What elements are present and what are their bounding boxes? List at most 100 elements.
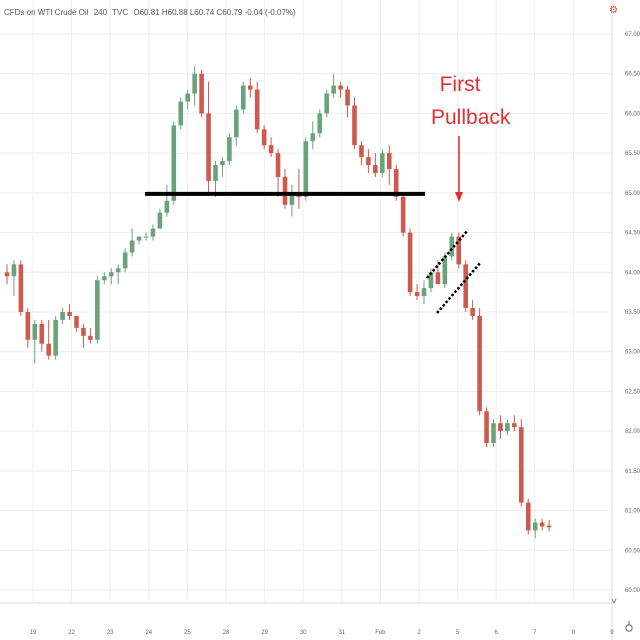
candle <box>53 315 58 360</box>
candle-body <box>220 161 225 166</box>
time-tick-label: 24 <box>145 630 152 636</box>
candle-body <box>289 192 295 205</box>
time-tick-label: 6 <box>495 630 499 636</box>
candle-body <box>227 137 232 162</box>
candle <box>254 81 260 134</box>
candle-body <box>206 113 211 181</box>
candle-body <box>359 145 364 158</box>
candle-body <box>519 427 524 503</box>
candle <box>498 415 503 440</box>
price-tick-label: 66.00 <box>625 111 640 117</box>
candle-body <box>442 256 448 285</box>
grid-lines <box>0 0 613 603</box>
candle <box>324 89 329 118</box>
candle-body <box>470 308 475 316</box>
time-tick-label: 23 <box>107 630 114 636</box>
candle <box>192 65 197 106</box>
candle-body <box>338 85 343 90</box>
candle <box>108 268 114 285</box>
candle <box>373 153 378 177</box>
interval-label[interactable]: 240 <box>93 8 108 17</box>
candle-body <box>171 125 177 201</box>
candle-body <box>18 264 24 312</box>
candle-body <box>525 502 531 531</box>
candle-body <box>199 73 204 114</box>
candle-body <box>275 153 281 177</box>
candle-body <box>491 423 496 444</box>
candle <box>136 236 142 245</box>
candle <box>11 260 17 297</box>
candle <box>477 308 482 416</box>
candle <box>4 264 10 285</box>
symbol-name[interactable]: CFDs on WTI Crude Oil <box>4 8 89 17</box>
candle-body <box>498 423 503 432</box>
candle <box>539 518 545 531</box>
price-tick-label: 60.00 <box>625 588 640 594</box>
candle-body <box>303 141 309 197</box>
price-tick-label: 61.00 <box>625 509 640 515</box>
pullback-channel[interactable] <box>426 229 482 314</box>
candle-body <box>449 236 455 257</box>
candle-body <box>393 169 399 197</box>
annotation-arrow <box>455 136 463 202</box>
candle <box>414 284 420 301</box>
candle <box>213 161 218 197</box>
candle-body <box>512 423 517 428</box>
candle <box>164 184 170 217</box>
candle <box>178 97 184 130</box>
candle <box>331 73 336 98</box>
candle-body <box>53 319 58 356</box>
candle-body <box>241 85 246 110</box>
candle <box>519 419 524 507</box>
candle-body <box>213 165 218 181</box>
candle-body <box>435 272 441 285</box>
channel-upper-line <box>426 229 469 279</box>
time-tick-label: 19 <box>30 630 37 636</box>
time-tick-label: 5 <box>456 630 460 636</box>
candle <box>171 121 177 205</box>
price-tick-label: 66.50 <box>625 72 640 78</box>
candle-body <box>421 288 427 297</box>
refresh-icon[interactable] <box>625 621 633 632</box>
time-tick-label: 9 <box>610 630 614 636</box>
ohlc-values: O60.81 H60.88 L60.74 C60.79 -0.04 (-0.07… <box>133 8 296 17</box>
candle <box>359 141 364 166</box>
candle-body <box>366 157 371 166</box>
time-tick-label: Feb <box>375 630 386 636</box>
candle <box>95 276 100 344</box>
candlestick-series <box>4 65 552 539</box>
candle <box>345 85 350 118</box>
time-tick-label: 31 <box>338 630 345 636</box>
candle-body <box>115 268 121 273</box>
candle <box>296 169 302 209</box>
scroll-arrow-icon[interactable] <box>611 598 617 605</box>
candle <box>247 77 253 98</box>
price-tick-label: 63.00 <box>625 350 640 356</box>
candle <box>129 228 135 257</box>
candle <box>32 319 38 364</box>
candle-body <box>282 176 288 205</box>
candle-body <box>247 85 253 90</box>
candle <box>39 319 45 352</box>
candle <box>241 81 246 114</box>
time-axis[interactable]: 19 22 23 24 25 28 29 30 31 Feb 2 5 6 7 8 9 <box>30 630 615 636</box>
candle-body <box>67 312 72 316</box>
candle-body <box>150 228 156 237</box>
candle-body <box>317 113 323 134</box>
candle <box>220 157 225 177</box>
annotation-line-2: Pullback <box>431 106 511 129</box>
time-tick-label: 7 <box>533 630 537 636</box>
candle <box>275 149 281 197</box>
candle-body <box>39 323 45 344</box>
candle-body <box>60 312 65 320</box>
price-axis[interactable]: 67.00 66.50 66.00 65.50 65.00 64.50 64.00 63.50… <box>625 32 640 594</box>
gear-icon[interactable]: ⚙ <box>609 5 618 16</box>
candle-body <box>546 525 552 528</box>
candle-body <box>268 145 274 154</box>
candle <box>380 149 385 177</box>
candle <box>505 419 510 436</box>
candle <box>310 121 316 150</box>
candle <box>386 145 392 185</box>
candle <box>261 125 267 150</box>
